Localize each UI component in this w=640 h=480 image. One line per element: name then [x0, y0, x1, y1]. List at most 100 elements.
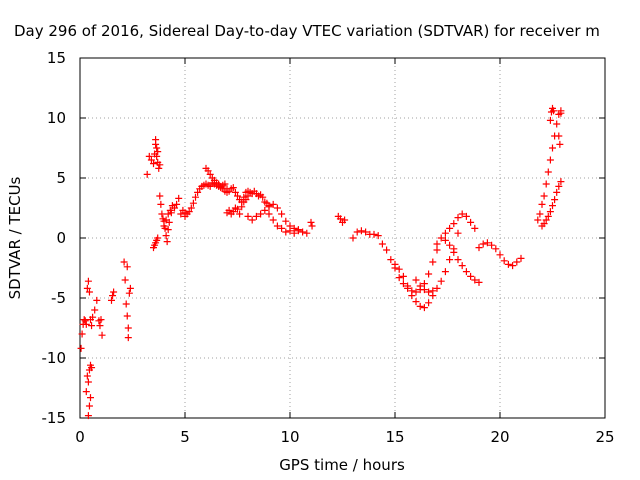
data-point — [341, 216, 349, 224]
data-point — [538, 200, 546, 208]
data-point — [416, 282, 424, 290]
data-point — [265, 210, 273, 218]
data-point — [242, 196, 250, 204]
data-point — [475, 244, 483, 252]
data-point — [269, 216, 277, 224]
data-point — [81, 317, 89, 325]
data-point — [206, 170, 214, 178]
data-point — [244, 192, 252, 200]
data-point — [549, 202, 556, 210]
data-point — [124, 334, 132, 342]
data-point — [125, 289, 133, 297]
data-point — [433, 240, 441, 248]
data-point — [97, 316, 105, 324]
data-point — [420, 286, 428, 294]
data-point — [441, 236, 449, 244]
data-point — [154, 234, 162, 242]
data-point — [496, 251, 504, 259]
data-point — [412, 276, 420, 284]
data-point — [187, 204, 195, 212]
data-point — [420, 280, 428, 288]
data-points — [77, 104, 565, 420]
data-point — [467, 272, 475, 280]
data-point — [229, 208, 237, 216]
y-tick-label: -10 — [42, 349, 67, 367]
data-point — [391, 260, 399, 268]
data-point — [395, 265, 403, 273]
data-point — [290, 229, 298, 237]
data-point — [433, 246, 441, 254]
data-point — [98, 331, 106, 339]
data-point — [374, 232, 382, 240]
data-point — [89, 313, 97, 321]
data-point — [467, 218, 475, 226]
data-point — [175, 194, 183, 202]
data-point — [555, 182, 563, 190]
data-point — [357, 227, 365, 235]
data-point — [177, 210, 185, 218]
data-point — [282, 217, 290, 225]
x-tick-label: 15 — [385, 428, 404, 446]
data-point — [517, 254, 525, 262]
axis-ticks: 0 5 10 15 20 25 15 10 5 0 -5 -10 -15 — [42, 49, 615, 446]
data-point — [252, 212, 260, 220]
data-point — [234, 192, 241, 200]
data-point — [336, 215, 344, 223]
data-point — [82, 320, 90, 328]
data-point — [162, 232, 170, 240]
data-point — [492, 245, 500, 253]
data-point — [154, 148, 162, 156]
data-point — [546, 116, 554, 124]
data-point — [88, 364, 96, 372]
data-point — [157, 200, 165, 208]
data-point — [221, 180, 229, 188]
data-point — [269, 200, 277, 208]
data-point — [109, 292, 117, 300]
y-tick-label: -15 — [42, 409, 67, 427]
data-point — [429, 258, 437, 266]
y-tick-label: 15 — [47, 49, 66, 67]
data-point — [542, 216, 550, 224]
data-point — [231, 188, 239, 196]
data-point — [286, 227, 294, 235]
data-point — [278, 210, 286, 218]
data-point — [77, 344, 85, 352]
y-tick-label: 10 — [47, 109, 66, 127]
data-point — [557, 109, 565, 117]
data-point — [265, 203, 273, 211]
data-point — [248, 216, 256, 224]
data-point — [88, 322, 96, 330]
data-point — [303, 229, 311, 237]
data-point — [395, 274, 403, 282]
data-point — [123, 312, 131, 320]
data-point — [308, 222, 316, 230]
data-point — [483, 239, 491, 247]
data-point — [83, 372, 91, 380]
data-point — [551, 196, 559, 204]
data-point — [85, 288, 93, 296]
data-point — [82, 388, 90, 396]
data-point — [504, 260, 512, 268]
data-point — [471, 276, 479, 284]
data-point — [544, 168, 552, 176]
data-point — [387, 256, 395, 264]
data-point — [555, 132, 563, 140]
data-point — [462, 268, 470, 276]
data-point — [433, 284, 441, 292]
data-point — [121, 276, 129, 284]
data-point — [446, 241, 454, 249]
data-point — [150, 160, 157, 168]
data-point — [185, 208, 193, 216]
data-point — [171, 204, 178, 212]
data-point — [147, 156, 155, 164]
data-point — [546, 156, 554, 164]
data-point — [458, 262, 466, 270]
data-point — [153, 152, 161, 160]
data-point — [353, 228, 361, 236]
data-point — [282, 228, 290, 236]
data-point — [164, 210, 172, 218]
data-point — [273, 204, 281, 212]
data-point — [162, 216, 170, 224]
data-point — [87, 394, 94, 402]
data-point — [158, 210, 166, 218]
